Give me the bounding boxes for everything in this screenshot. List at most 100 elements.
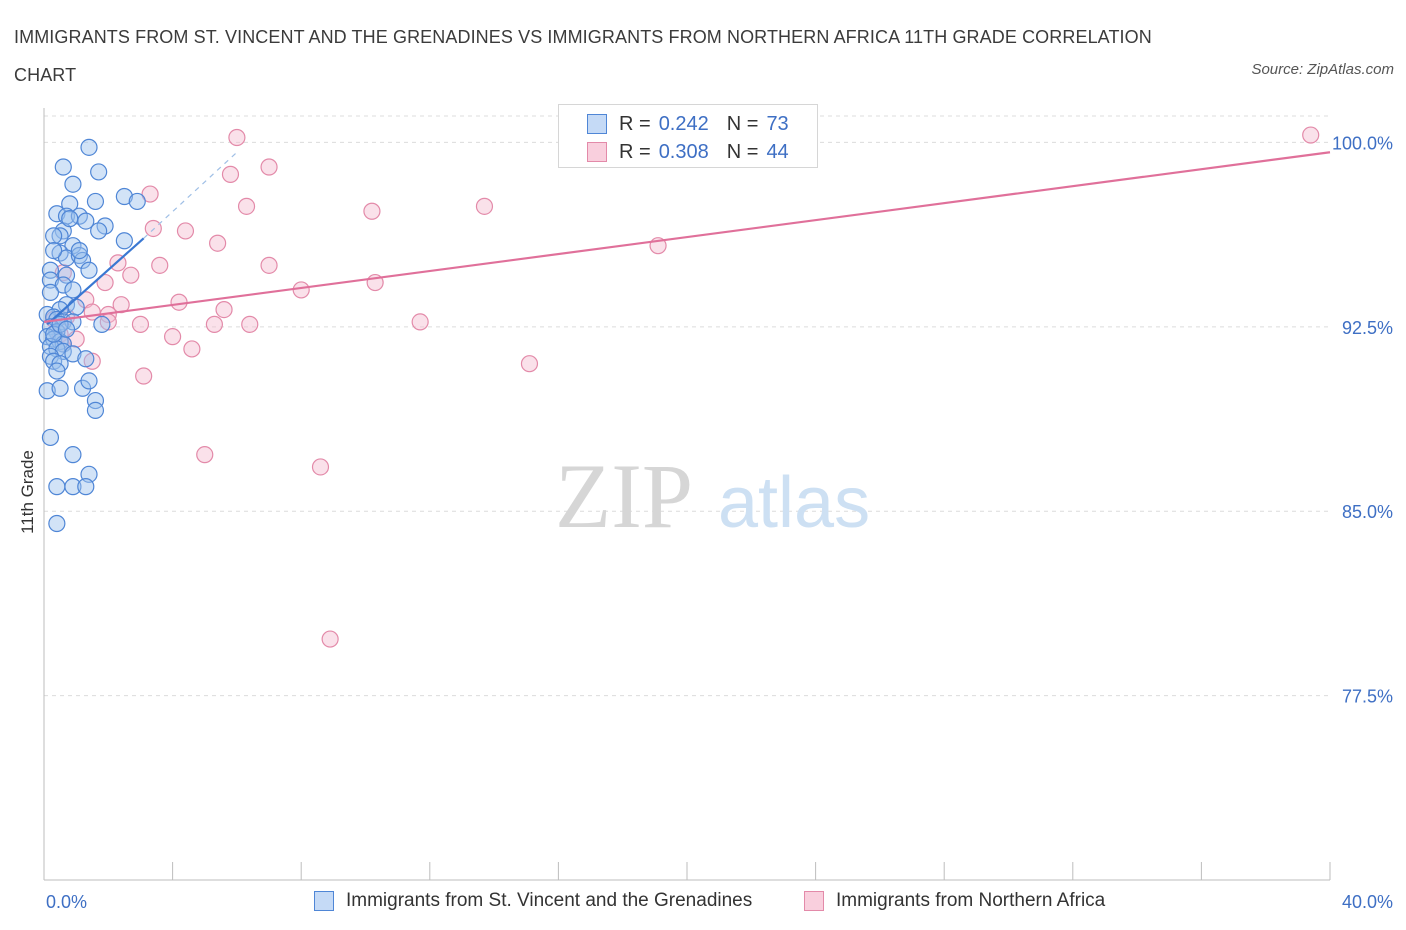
point-northern-africa <box>411 313 429 331</box>
point-northern-africa <box>164 328 182 346</box>
point-st-vincent <box>128 192 146 211</box>
point-st-vincent <box>57 320 76 338</box>
point-st-vincent <box>61 210 79 228</box>
point-st-vincent <box>70 241 88 260</box>
point-st-vincent <box>54 276 72 294</box>
point-st-vincent <box>48 478 66 496</box>
point-northern-africa <box>151 256 169 274</box>
legend-row-pink: R = 0.308 N = 44 <box>587 139 789 165</box>
point-northern-africa <box>141 185 159 203</box>
watermark-zip: ZIP <box>555 445 693 547</box>
point-st-vincent <box>41 261 60 279</box>
point-st-vincent <box>64 345 82 363</box>
bottom-legend-swatch-blue <box>314 891 334 911</box>
legend-swatch-blue <box>587 114 607 134</box>
bottom-legend-label-pink: Immigrants from Northern Africa <box>836 890 1106 911</box>
point-st-vincent <box>77 478 95 496</box>
point-northern-africa <box>221 165 240 183</box>
legend-r-label: R = <box>619 112 651 135</box>
series-st-vincent-points <box>38 138 146 533</box>
legend-r-label: R = <box>619 140 651 163</box>
y-tick-label: 77.5% <box>1342 687 1393 707</box>
point-st-vincent <box>86 401 105 420</box>
point-northern-africa <box>144 219 162 238</box>
point-northern-africa <box>241 315 259 333</box>
trendline-pink <box>43 151 1331 323</box>
x-tick-label: 40.0% <box>1342 892 1393 912</box>
bottom-legend-label-blue: Immigrants from St. Vincent and the Gren… <box>346 890 753 911</box>
point-northern-africa <box>135 367 153 385</box>
point-northern-africa <box>122 266 140 284</box>
point-st-vincent <box>64 175 82 193</box>
point-st-vincent <box>48 514 66 533</box>
point-northern-africa <box>311 458 330 476</box>
point-northern-africa <box>260 256 278 274</box>
point-northern-africa <box>363 202 381 220</box>
point-st-vincent <box>41 283 60 301</box>
legend-n-label: N = <box>726 112 759 135</box>
point-northern-africa <box>170 293 188 311</box>
point-st-vincent <box>41 271 60 289</box>
point-st-vincent <box>86 391 105 410</box>
point-st-vincent <box>45 227 63 245</box>
trendline-extension-blue <box>143 151 238 239</box>
point-st-vincent <box>73 251 92 270</box>
point-northern-africa <box>96 273 114 292</box>
y-tick-labels: 100.0% 92.5% 85.0% 77.5% <box>1332 133 1393 706</box>
point-northern-africa <box>260 158 278 176</box>
correlation-legend: R = 0.242 N = 73 R = 0.308 N = 44 <box>558 104 818 168</box>
point-northern-africa <box>205 315 223 333</box>
point-st-vincent <box>80 138 98 156</box>
point-st-vincent <box>115 187 133 206</box>
point-northern-africa <box>237 197 256 215</box>
point-northern-africa <box>321 630 339 648</box>
y-tick-label: 85.0% <box>1342 502 1393 522</box>
point-st-vincent <box>45 325 63 343</box>
point-st-vincent <box>48 362 66 380</box>
x-tick-label: 0.0% <box>46 892 87 912</box>
point-st-vincent <box>90 222 108 240</box>
point-northern-africa <box>183 340 201 358</box>
point-northern-africa <box>520 355 539 373</box>
legend-swatch-pink <box>587 142 607 162</box>
gridlines <box>44 115 1330 697</box>
point-st-vincent <box>86 192 105 211</box>
point-st-vincent <box>115 232 133 250</box>
point-st-vincent <box>80 261 98 279</box>
point-st-vincent <box>90 163 108 181</box>
point-northern-africa <box>176 222 195 240</box>
x-tick-labels: 0.0% 40.0% <box>46 892 1393 912</box>
series-northern-africa-points <box>45 126 1320 648</box>
legend-r-value: 0.242 <box>658 112 709 135</box>
y-tick-label: 100.0% <box>1332 133 1393 153</box>
trendlines <box>43 151 1331 326</box>
point-northern-africa <box>228 128 246 147</box>
point-st-vincent <box>64 446 82 464</box>
legend-r-value: 0.308 <box>658 140 709 163</box>
legend-n-value: 44 <box>766 140 789 163</box>
point-st-vincent <box>64 478 82 496</box>
watermark-atlas: atlas <box>718 463 870 543</box>
point-st-vincent <box>80 372 98 390</box>
point-st-vincent <box>77 350 95 368</box>
point-st-vincent <box>51 227 69 245</box>
point-northern-africa <box>196 446 214 464</box>
point-st-vincent <box>70 246 88 265</box>
point-st-vincent <box>57 266 76 284</box>
point-northern-africa <box>292 281 310 299</box>
point-northern-africa <box>1302 126 1320 144</box>
source-note: Source: ZipAtlas.com <box>1251 61 1394 78</box>
point-st-vincent <box>51 379 69 397</box>
y-axis-label: 11th Grade <box>18 450 37 534</box>
point-st-vincent <box>41 428 60 447</box>
bottom-legend-blue: Immigrants from St. Vincent and the Gren… <box>314 888 752 914</box>
legend-row-blue: R = 0.242 N = 73 <box>587 111 789 137</box>
point-st-vincent <box>45 241 63 260</box>
legend-n-value: 73 <box>766 112 789 135</box>
point-st-vincent <box>64 281 82 299</box>
point-st-vincent <box>93 315 111 333</box>
legend-n-label: N = <box>726 140 759 163</box>
bottom-legend-swatch-pink <box>804 891 824 911</box>
bottom-legend-pink: Immigrants from Northern Africa <box>804 888 1105 914</box>
point-st-vincent <box>54 158 72 176</box>
